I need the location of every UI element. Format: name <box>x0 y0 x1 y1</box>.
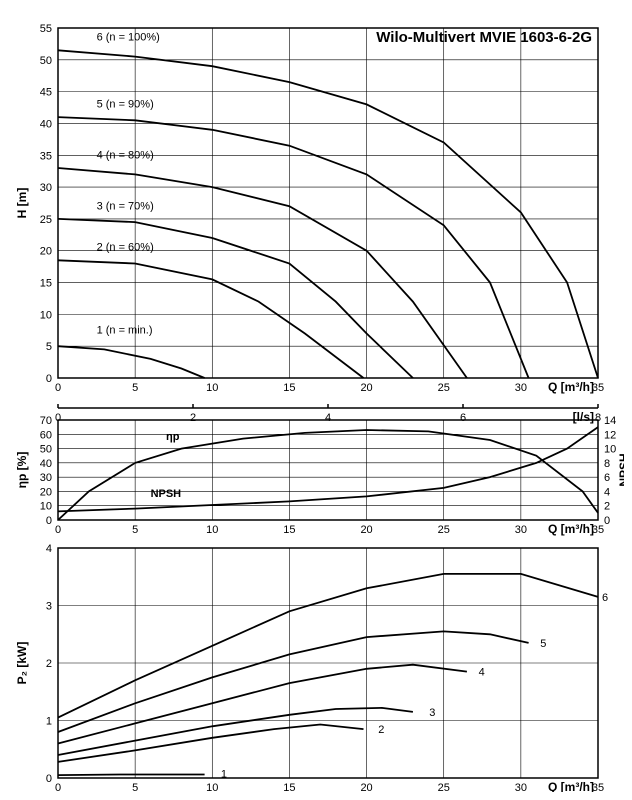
svg-text:30: 30 <box>40 182 52 194</box>
svg-text:Q [m³/h]: Q [m³/h] <box>548 522 594 536</box>
svg-text:2: 2 <box>46 658 52 670</box>
svg-text:70: 70 <box>40 415 52 427</box>
svg-text:0: 0 <box>55 382 61 394</box>
svg-text:5: 5 <box>540 638 546 650</box>
svg-text:5 (n = 90%): 5 (n = 90%) <box>97 99 154 111</box>
svg-text:6 (n = 100%): 6 (n = 100%) <box>97 32 160 44</box>
svg-text:55: 55 <box>40 23 52 35</box>
svg-text:25: 25 <box>40 214 52 226</box>
svg-text:10: 10 <box>206 782 218 792</box>
svg-text:40: 40 <box>40 458 52 470</box>
svg-text:20: 20 <box>360 524 372 536</box>
svg-text:5: 5 <box>46 341 52 353</box>
svg-text:2: 2 <box>378 724 384 736</box>
svg-text:2 (n = 60%): 2 (n = 60%) <box>97 242 154 254</box>
svg-text:40: 40 <box>40 118 52 130</box>
svg-text:0: 0 <box>46 515 52 527</box>
svg-text:20: 20 <box>40 486 52 498</box>
svg-text:60: 60 <box>40 429 52 441</box>
svg-text:5: 5 <box>132 524 138 536</box>
svg-text:30: 30 <box>515 524 527 536</box>
svg-text:30: 30 <box>515 382 527 394</box>
svg-text:3 (n = 70%): 3 (n = 70%) <box>97 200 154 212</box>
svg-text:6: 6 <box>602 592 608 604</box>
svg-text:0: 0 <box>55 524 61 536</box>
svg-text:15: 15 <box>283 524 295 536</box>
svg-text:30: 30 <box>40 472 52 484</box>
svg-text:0: 0 <box>604 515 610 527</box>
svg-text:6: 6 <box>460 412 466 424</box>
svg-text:35: 35 <box>40 150 52 162</box>
svg-text:4: 4 <box>325 412 331 424</box>
svg-text:5: 5 <box>132 382 138 394</box>
svg-text:10: 10 <box>206 524 218 536</box>
svg-text:45: 45 <box>40 87 52 99</box>
svg-text:1: 1 <box>46 716 52 728</box>
svg-text:2: 2 <box>604 501 610 513</box>
svg-text:2: 2 <box>190 412 196 424</box>
svg-text:3: 3 <box>46 601 52 613</box>
svg-text:NPSH: NPSH <box>617 453 624 486</box>
svg-text:15: 15 <box>283 382 295 394</box>
svg-text:ηp: ηp <box>166 431 180 443</box>
svg-text:1: 1 <box>221 768 227 780</box>
svg-text:25: 25 <box>438 382 450 394</box>
svg-text:15: 15 <box>283 782 295 792</box>
svg-text:Q [m³/h]: Q [m³/h] <box>548 780 594 792</box>
svg-text:10: 10 <box>206 382 218 394</box>
svg-text:3: 3 <box>429 707 435 719</box>
svg-text:50: 50 <box>40 444 52 456</box>
svg-text:14: 14 <box>604 415 616 427</box>
svg-text:25: 25 <box>438 782 450 792</box>
svg-text:NPSH: NPSH <box>151 488 182 500</box>
svg-text:0: 0 <box>46 773 52 785</box>
svg-text:6: 6 <box>604 472 610 484</box>
svg-text:25: 25 <box>438 524 450 536</box>
chart-title: Wilo-Multivert MVIE 1603-6-2G <box>376 29 592 46</box>
svg-text:P₂ [kW]: P₂ [kW] <box>15 642 29 685</box>
svg-text:0: 0 <box>55 782 61 792</box>
chart-svg: Wilo-Multivert MVIE 1603-6-2G05101520253… <box>8 8 624 792</box>
svg-text:10: 10 <box>40 501 52 513</box>
svg-text:20: 20 <box>360 782 372 792</box>
svg-text:10: 10 <box>40 309 52 321</box>
pump-chart: Wilo-Multivert MVIE 1603-6-2G05101520253… <box>8 8 624 792</box>
svg-text:30: 30 <box>515 782 527 792</box>
svg-text:ηp [%]: ηp [%] <box>15 452 29 489</box>
svg-text:50: 50 <box>40 55 52 67</box>
svg-text:4 (n = 80%): 4 (n = 80%) <box>97 149 154 161</box>
svg-text:Q [m³/h]: Q [m³/h] <box>548 380 594 394</box>
svg-text:1 (n = min.): 1 (n = min.) <box>97 324 153 336</box>
svg-text:4: 4 <box>46 543 52 555</box>
svg-text:0: 0 <box>46 373 52 385</box>
svg-text:H [m]: H [m] <box>15 188 29 219</box>
svg-text:12: 12 <box>604 429 616 441</box>
svg-text:4: 4 <box>479 667 485 679</box>
svg-text:10: 10 <box>604 444 616 456</box>
svg-text:15: 15 <box>40 278 52 290</box>
svg-text:[l/s]: [l/s] <box>573 410 594 424</box>
svg-text:4: 4 <box>604 486 610 498</box>
svg-text:5: 5 <box>132 782 138 792</box>
svg-text:20: 20 <box>360 382 372 394</box>
svg-text:8: 8 <box>604 458 610 470</box>
svg-text:20: 20 <box>40 246 52 258</box>
